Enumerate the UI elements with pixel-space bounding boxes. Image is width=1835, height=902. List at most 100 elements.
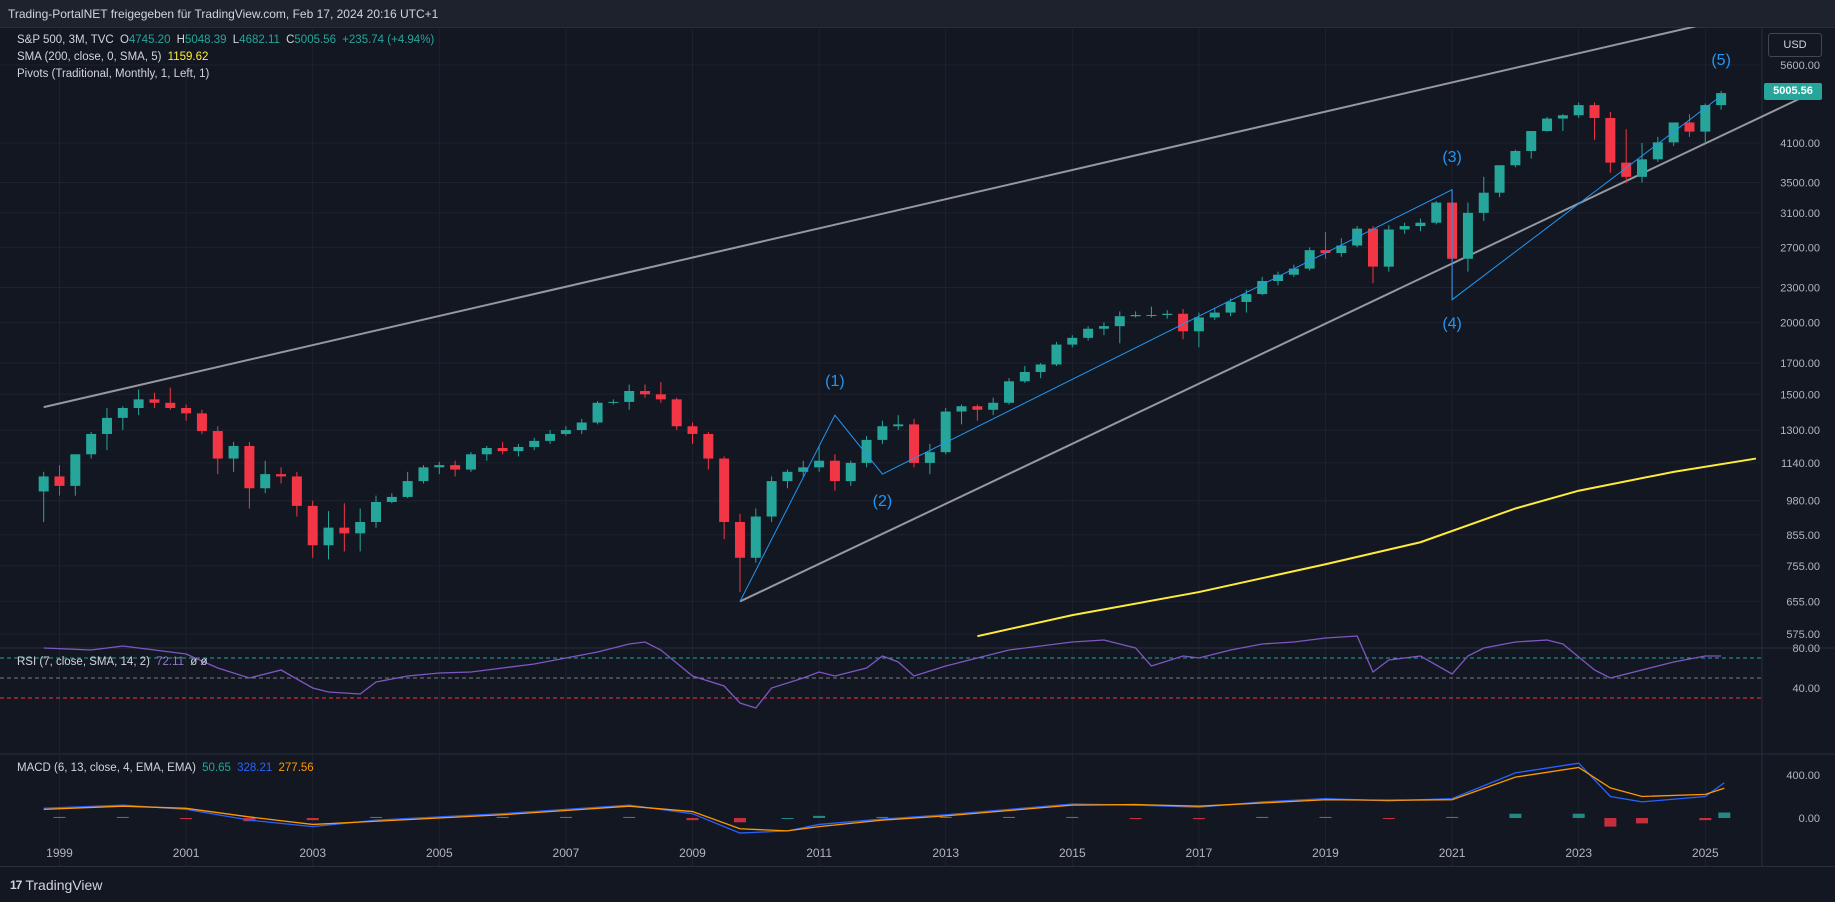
x-tick-label: 1999 (46, 846, 73, 860)
y-tick-label: 5600.00 (1780, 60, 1820, 72)
macd-histogram-bar (559, 816, 572, 818)
macd-signal-value: 277.56 (278, 762, 314, 774)
candle-body (1241, 294, 1252, 302)
macd-tick-label: 400.00 (1786, 770, 1820, 782)
wave-path (739, 95, 1722, 602)
candle-body (70, 454, 81, 486)
candle-body (1589, 105, 1600, 119)
candle-body (1098, 326, 1109, 329)
macd-histogram-bar (1604, 818, 1617, 827)
wave-label: (4) (1442, 316, 1462, 333)
candle-body (371, 501, 381, 523)
candle-body (1494, 165, 1505, 193)
close-value: 5005.56 (294, 34, 336, 46)
wave-label: (1) (825, 373, 845, 390)
candle-body (1083, 328, 1094, 338)
y-tick-label: 3100.00 (1780, 208, 1820, 220)
candle-body (782, 471, 793, 482)
candle-body (196, 413, 207, 432)
candle-body (1320, 250, 1331, 253)
macd-histogram-bar (686, 818, 699, 821)
candle-body (560, 430, 571, 434)
pivots-label: Pivots (Traditional, Monthly, 1, Left, 1… (17, 68, 210, 80)
brand-label: TradingView (25, 877, 103, 893)
pivots-legend[interactable]: Pivots (Traditional, Monthly, 1, Left, 1… (17, 68, 209, 80)
symbol-label[interactable]: S&P 500, 3M, TVC (17, 34, 114, 46)
candle-body (86, 433, 97, 455)
candle-body (687, 426, 698, 434)
trend-channel-line (739, 97, 1801, 603)
candle-body (418, 467, 429, 482)
candle-body (1273, 274, 1284, 282)
main-legend: S&P 500, 3M, TVC O4745.20 H5048.39 L4682… (17, 34, 434, 46)
candle-body (1288, 268, 1299, 275)
candle-body (307, 505, 318, 546)
x-tick-label: 2013 (932, 846, 959, 860)
candle-body (1383, 229, 1394, 267)
candle-body (149, 399, 160, 403)
candle-body (1462, 212, 1473, 259)
macd-histogram-bar (1382, 818, 1395, 819)
open-value: 4745.20 (128, 34, 171, 46)
tradingview-brand[interactable]: 17 TradingView (10, 877, 102, 893)
high-value: 5048.39 (184, 34, 227, 46)
y-tick-label: 855.00 (1786, 530, 1820, 542)
high-label: H (176, 34, 185, 46)
candle-body (402, 481, 413, 497)
candle-body (1035, 364, 1046, 372)
sma-200-line (977, 457, 1757, 638)
candle-body (608, 401, 619, 403)
candle-body (703, 433, 714, 459)
candle-body (260, 474, 271, 489)
candle-body (1130, 314, 1141, 317)
candle-body (1178, 313, 1189, 332)
wave-label: (2) (873, 493, 893, 510)
candle-body (1684, 122, 1695, 132)
candle-body (1652, 142, 1663, 160)
rsi-tick-label: 40.00 (1792, 683, 1820, 695)
candle-body (655, 394, 666, 400)
candle-body (1162, 313, 1173, 315)
candle-body (101, 417, 112, 434)
candle-body (1542, 118, 1553, 132)
macd-legend[interactable]: MACD (6, 13, close, 4, EMA, EMA) 50.65 3… (17, 762, 314, 774)
macd-histogram-bar (496, 816, 509, 818)
candle-body (1716, 93, 1727, 106)
x-tick-label: 2023 (1565, 846, 1592, 860)
candle-body (1225, 301, 1236, 313)
candle-body (117, 408, 128, 418)
rsi-line (43, 635, 1722, 709)
candle-body (1605, 118, 1616, 163)
candle-body (1510, 150, 1521, 166)
macd-histogram-bar (1129, 818, 1142, 819)
trend-channel-line (43, 27, 1698, 409)
chart-canvas[interactable]: 5600.00 4100.00 3500.00 3100.00 2700.00 2300.… (0, 27, 1835, 866)
candle-body (465, 454, 476, 470)
candle-body (276, 474, 287, 477)
macd-histogram-bar (1319, 816, 1332, 818)
currency-button[interactable]: USD (1768, 33, 1822, 57)
candle-body (766, 481, 777, 517)
candle-body (1367, 228, 1378, 267)
y-tick-label: 655.00 (1786, 596, 1820, 608)
rsi-legend[interactable]: RSI (7, close, SMA, 14, 2) 72.11 ø ø (17, 656, 208, 668)
candle-body (386, 496, 397, 502)
candle-body (165, 402, 176, 409)
candle-body (1209, 312, 1220, 318)
x-tick-label: 2005 (426, 846, 453, 860)
macd-histogram-bar (306, 818, 319, 821)
x-tick-label: 2015 (1059, 846, 1086, 860)
candle-body (893, 424, 904, 427)
candle-body (1146, 314, 1157, 316)
candle-body (244, 445, 255, 489)
sma-legend[interactable]: SMA (200, close, 0, SMA, 5) 1159.62 (17, 51, 208, 63)
macd-histogram-bar (1066, 816, 1079, 818)
candle-body (434, 465, 445, 468)
x-tick-label: 2017 (1186, 846, 1213, 860)
candle-body (481, 448, 492, 455)
open-label: O (119, 34, 129, 46)
y-tick-label: 980.00 (1786, 496, 1820, 508)
candle-body (497, 448, 508, 452)
candle-body (1557, 115, 1568, 119)
sma-label: SMA (200, close, 0, SMA, 5) (17, 51, 162, 63)
